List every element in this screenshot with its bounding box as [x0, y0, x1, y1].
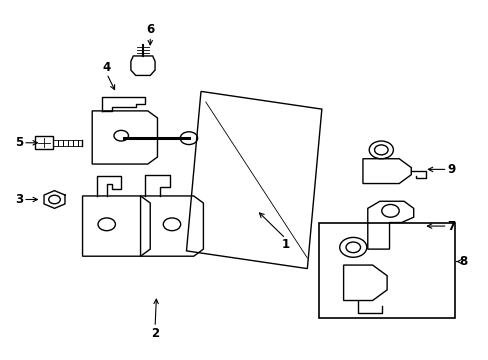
- Text: 5: 5: [15, 136, 23, 149]
- Text: 8: 8: [459, 255, 467, 268]
- Text: 9: 9: [447, 163, 455, 176]
- Bar: [319, 222, 454, 318]
- Text: 7: 7: [447, 220, 455, 233]
- Text: 2: 2: [151, 327, 159, 340]
- Text: 4: 4: [102, 61, 111, 74]
- Text: 6: 6: [146, 23, 154, 36]
- Text: 1: 1: [281, 238, 289, 252]
- Text: 3: 3: [15, 193, 23, 206]
- Bar: [35, 136, 53, 149]
